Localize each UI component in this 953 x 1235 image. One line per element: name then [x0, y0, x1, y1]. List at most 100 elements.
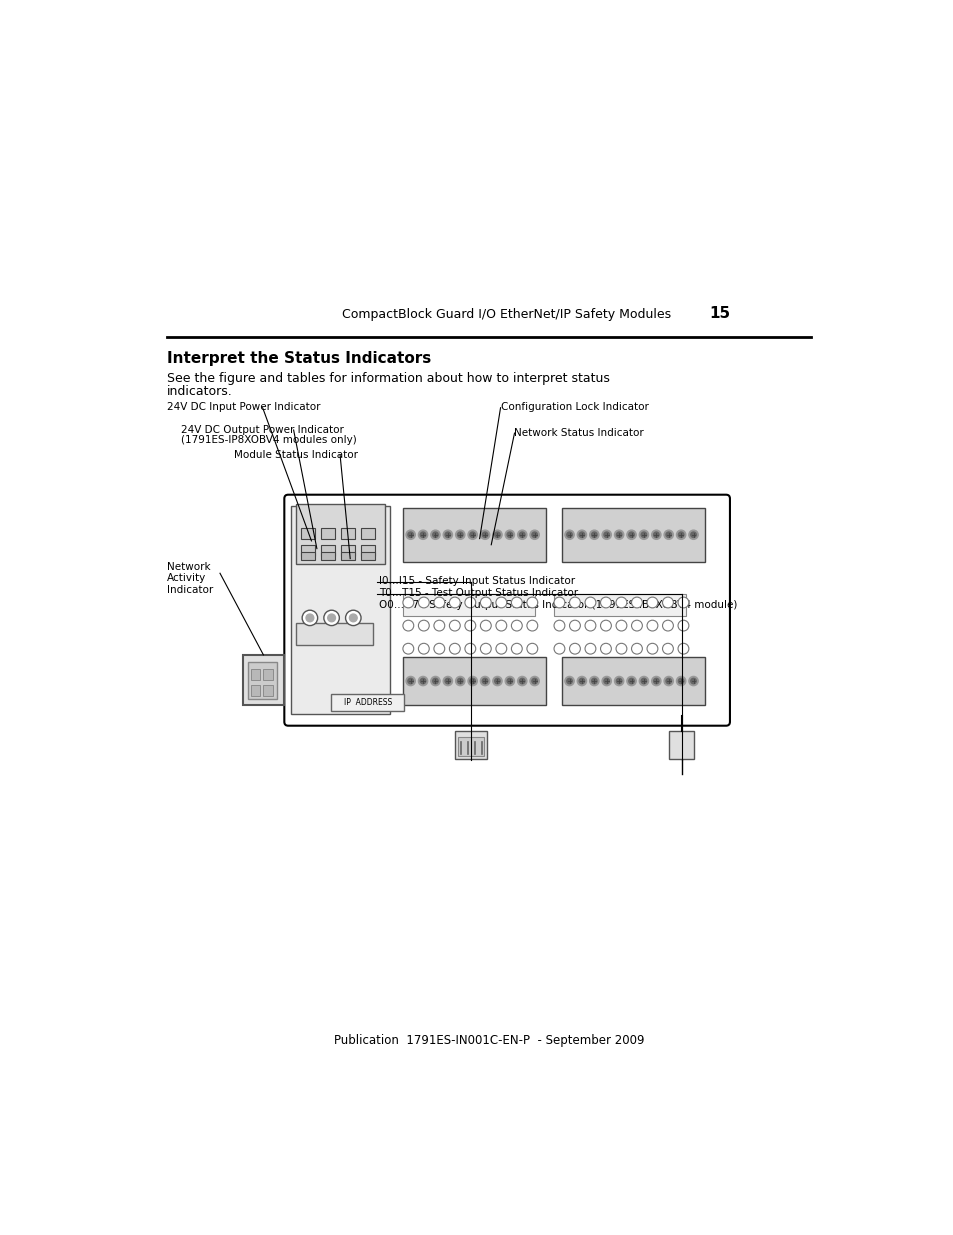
Bar: [300, 545, 314, 556]
Circle shape: [445, 532, 450, 537]
Circle shape: [496, 643, 506, 655]
Circle shape: [678, 597, 688, 608]
Circle shape: [449, 597, 459, 608]
Circle shape: [445, 678, 450, 684]
Circle shape: [661, 620, 673, 631]
Circle shape: [449, 620, 459, 631]
Bar: [320, 545, 335, 556]
Circle shape: [530, 530, 538, 540]
Bar: [360, 527, 375, 538]
Circle shape: [678, 532, 683, 537]
Text: Network Status Indicator: Network Status Indicator: [514, 427, 643, 437]
Circle shape: [676, 677, 685, 685]
Circle shape: [688, 677, 698, 685]
Bar: [331, 694, 404, 711]
Circle shape: [688, 530, 698, 540]
Bar: [320, 527, 335, 538]
Circle shape: [402, 597, 414, 608]
Circle shape: [661, 643, 673, 655]
Circle shape: [526, 620, 537, 631]
Circle shape: [511, 597, 521, 608]
Text: Publication  1791ES-IN001C-EN-P  - September 2009: Publication 1791ES-IN001C-EN-P - Septemb…: [334, 1034, 643, 1047]
Circle shape: [306, 614, 314, 621]
Bar: [295, 624, 373, 645]
Circle shape: [408, 532, 413, 537]
Circle shape: [584, 597, 596, 608]
Circle shape: [564, 530, 574, 540]
Circle shape: [495, 678, 499, 684]
Circle shape: [517, 530, 526, 540]
Text: Module Status Indicator: Module Status Indicator: [233, 450, 357, 461]
Text: Network: Network: [167, 562, 211, 572]
Bar: [561, 508, 704, 562]
Circle shape: [328, 614, 335, 621]
Circle shape: [646, 620, 658, 631]
Circle shape: [418, 677, 427, 685]
Circle shape: [434, 597, 444, 608]
Circle shape: [402, 620, 414, 631]
Circle shape: [616, 643, 626, 655]
Circle shape: [464, 597, 476, 608]
Circle shape: [433, 678, 437, 684]
Text: Interpret the Status Indicators: Interpret the Status Indicators: [167, 351, 431, 366]
Circle shape: [640, 678, 646, 684]
Text: IP  ADDRESS: IP ADDRESS: [343, 698, 392, 708]
Bar: [300, 527, 314, 538]
Text: I0…I15 - Safety Input Status Indicator: I0…I15 - Safety Input Status Indicator: [378, 576, 575, 585]
Circle shape: [589, 677, 598, 685]
Text: T0…T15 - Test Output Status Indicator: T0…T15 - Test Output Status Indicator: [378, 588, 578, 598]
Circle shape: [578, 532, 584, 537]
Circle shape: [554, 643, 564, 655]
Circle shape: [569, 620, 579, 631]
Text: See the figure and tables for information about how to interpret status: See the figure and tables for informatio…: [167, 372, 610, 385]
Circle shape: [464, 643, 476, 655]
Circle shape: [653, 678, 659, 684]
Circle shape: [661, 597, 673, 608]
Circle shape: [345, 610, 360, 626]
Circle shape: [599, 643, 611, 655]
Circle shape: [614, 530, 623, 540]
Bar: [263, 669, 273, 680]
Circle shape: [505, 530, 514, 540]
Circle shape: [678, 620, 688, 631]
Circle shape: [584, 620, 596, 631]
Circle shape: [599, 620, 611, 631]
Circle shape: [457, 532, 462, 537]
Circle shape: [530, 677, 538, 685]
Text: CompactBlock Guard I/O EtherNet/IP Safety Modules: CompactBlock Guard I/O EtherNet/IP Safet…: [342, 309, 671, 321]
Bar: [360, 552, 375, 561]
Circle shape: [569, 643, 579, 655]
Circle shape: [678, 678, 683, 684]
Circle shape: [449, 643, 459, 655]
Circle shape: [302, 610, 317, 626]
Circle shape: [577, 677, 586, 685]
Text: indicators.: indicators.: [167, 384, 233, 398]
Circle shape: [511, 620, 521, 631]
Circle shape: [418, 620, 429, 631]
Circle shape: [631, 597, 641, 608]
Circle shape: [639, 530, 648, 540]
Circle shape: [526, 597, 537, 608]
Circle shape: [676, 530, 685, 540]
Circle shape: [443, 530, 452, 540]
Circle shape: [566, 678, 572, 684]
Circle shape: [443, 677, 452, 685]
Circle shape: [456, 530, 464, 540]
Text: Configuration Lock Indicator: Configuration Lock Indicator: [500, 403, 648, 412]
Bar: [295, 504, 385, 564]
Circle shape: [420, 532, 425, 537]
Circle shape: [496, 620, 506, 631]
Bar: [554, 594, 685, 615]
Circle shape: [626, 530, 636, 540]
Circle shape: [651, 677, 660, 685]
Circle shape: [665, 532, 671, 537]
Circle shape: [601, 677, 611, 685]
Bar: [320, 552, 335, 561]
Text: 24V DC Input Power Indicator: 24V DC Input Power Indicator: [167, 403, 320, 412]
Circle shape: [482, 532, 487, 537]
Bar: [340, 552, 355, 561]
Bar: [402, 594, 534, 615]
Circle shape: [493, 530, 501, 540]
Bar: [402, 657, 546, 705]
Circle shape: [628, 532, 634, 537]
